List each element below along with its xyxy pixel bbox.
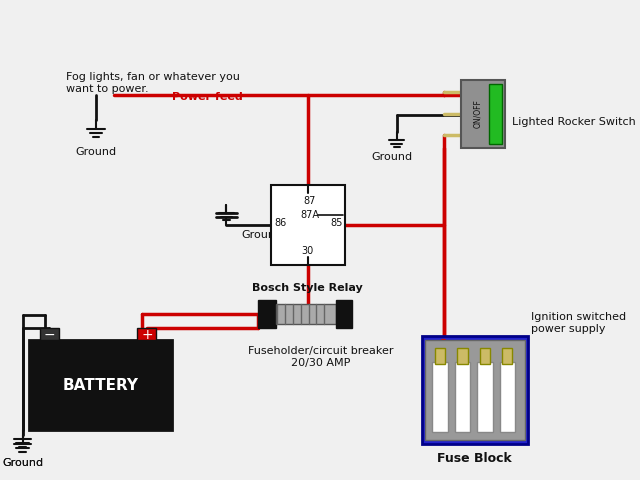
Text: BATTERY: BATTERY [62, 377, 138, 393]
Bar [336, 300, 352, 328]
Bar [29, 340, 172, 430]
Bar [502, 348, 513, 364]
Text: 87: 87 [303, 196, 316, 206]
Bar [489, 84, 502, 144]
Text: −: − [44, 328, 55, 342]
Bar [271, 185, 345, 265]
Text: Ground: Ground [2, 458, 43, 468]
Text: Ground: Ground [2, 458, 43, 468]
Bar [432, 362, 447, 432]
Text: Fog lights, fan or whatever you
want to power.: Fog lights, fan or whatever you want to … [66, 72, 239, 94]
Bar [499, 362, 515, 432]
Text: 87A: 87A [300, 210, 319, 220]
Text: 86: 86 [274, 218, 286, 228]
Text: 30: 30 [301, 246, 314, 256]
Bar [425, 340, 525, 440]
Bar [461, 80, 505, 148]
Bar [435, 348, 445, 364]
Text: Ground: Ground [241, 230, 282, 240]
Text: Fuseholder/circuit breaker
20/30 AMP: Fuseholder/circuit breaker 20/30 AMP [248, 346, 394, 368]
Bar [40, 328, 59, 340]
Bar [422, 336, 528, 444]
Text: ON/OFF: ON/OFF [474, 99, 483, 129]
Text: Ground: Ground [372, 152, 413, 162]
Text: Lighted Rocker Switch: Lighted Rocker Switch [511, 117, 636, 127]
Bar [479, 348, 490, 364]
Text: Bosch Style Relay: Bosch Style Relay [252, 283, 363, 293]
Bar [477, 362, 493, 432]
Bar [138, 328, 156, 340]
Text: 85: 85 [330, 218, 342, 228]
Bar [259, 300, 276, 328]
Text: Fuse Block: Fuse Block [437, 452, 512, 465]
Bar [454, 362, 470, 432]
Text: Ground: Ground [76, 147, 116, 157]
Bar [276, 304, 336, 324]
Text: +: + [141, 328, 153, 342]
Text: Ignition switched
power supply: Ignition switched power supply [531, 312, 627, 334]
Text: Power feed: Power feed [172, 92, 243, 102]
Bar [457, 348, 468, 364]
